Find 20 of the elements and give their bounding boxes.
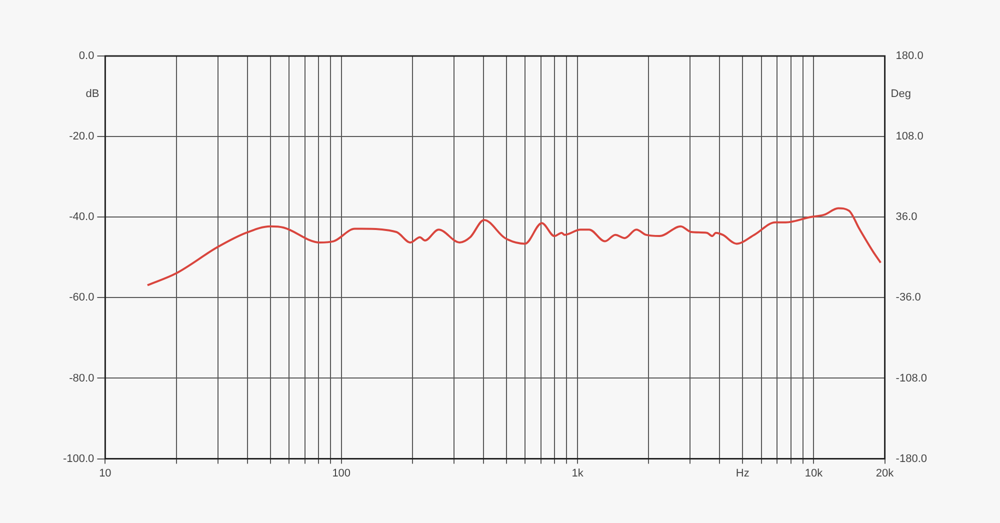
y2-tick-label: 36.0 — [896, 211, 918, 224]
x-tick-label: 100 — [332, 467, 351, 480]
y-tick-label: -60.0 — [69, 292, 94, 304]
y-tick-label: -20.0 — [69, 130, 94, 143]
x-tick-label: Hz — [736, 467, 750, 480]
y-tick-label: -40.0 — [69, 211, 94, 224]
y-tick-label: 0.0 — [78, 50, 94, 62]
x-tick-label: 20k — [876, 467, 894, 480]
y-tick-label: -100.0 — [62, 452, 94, 465]
y2-tick-label: -36.0 — [896, 292, 921, 304]
x-tick-label: 1k — [572, 467, 584, 480]
y2-axis-title: Deg — [890, 88, 911, 100]
x-tick-label: 10 — [99, 467, 112, 480]
y-tick-label: -80.0 — [69, 372, 94, 384]
y2-tick-label: 108.0 — [896, 130, 924, 143]
x-tick-label: 10k — [804, 467, 824, 480]
y2-tick-label: -180.0 — [896, 452, 928, 465]
y2-tick-label: -108.0 — [896, 372, 928, 384]
y-axis-title: dB — [86, 88, 100, 100]
y2-tick-label: 180.0 — [896, 50, 924, 62]
